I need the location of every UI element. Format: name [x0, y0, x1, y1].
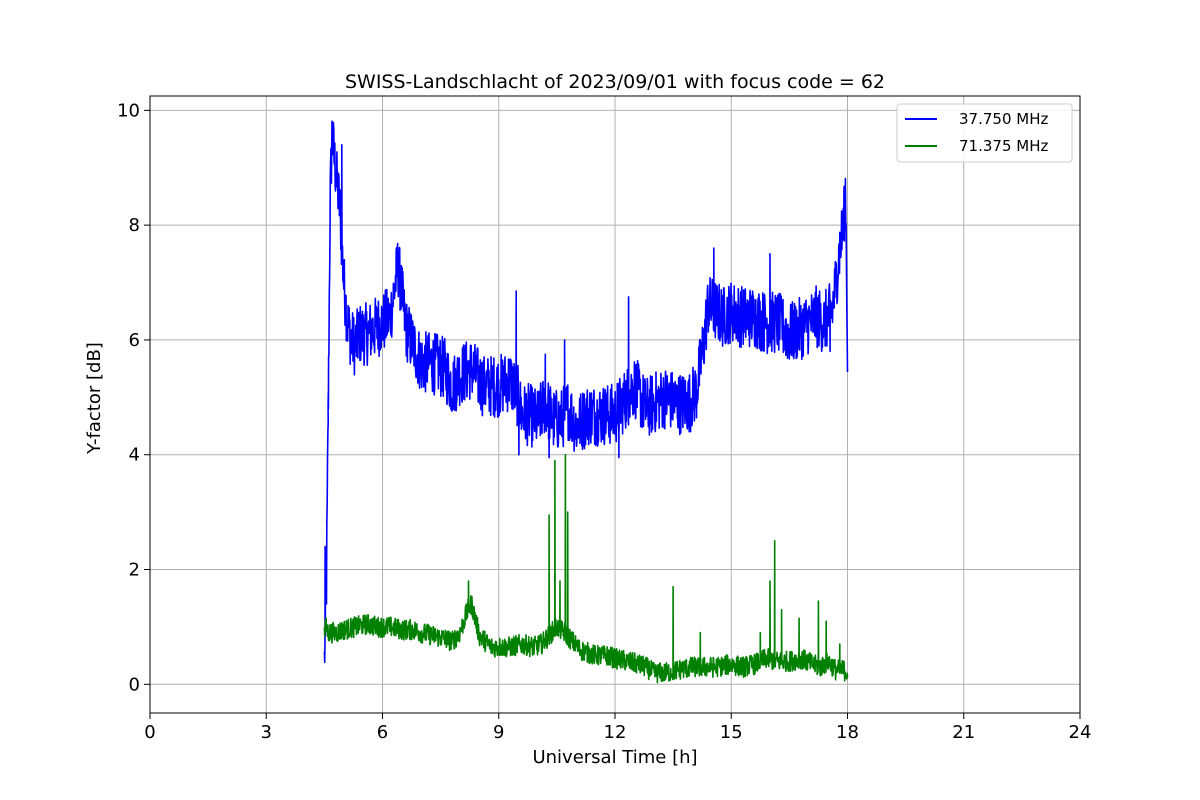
x-axis: 0 3 6 9 12 15 18 21 24 [144, 713, 1091, 743]
y-tick-label: 2 [129, 560, 140, 581]
y-tick-label: 8 [129, 215, 140, 236]
x-tick-label: 9 [493, 722, 504, 743]
y-tick-label: 0 [129, 674, 140, 695]
legend-box [896, 103, 1073, 163]
series-line-1 [323, 120, 849, 664]
plot-area [323, 120, 849, 684]
x-tick-label: 6 [377, 722, 388, 743]
x-tick-label: 18 [836, 722, 859, 743]
x-tick-label: 12 [604, 722, 627, 743]
legend: 37.750 MHz 71.375 MHz [896, 103, 1073, 163]
x-tick-label: 3 [261, 722, 272, 743]
x-tick-label: 15 [720, 722, 743, 743]
y-tick-label: 6 [129, 330, 140, 351]
y-axis: 0 2 4 6 8 10 [117, 100, 150, 695]
chart-title: SWISS-Landschlacht of 2023/09/01 with fo… [345, 71, 885, 93]
x-tick-label: 21 [952, 722, 975, 743]
x-tick-label: 0 [144, 722, 155, 743]
legend-label: 71.375 MHz [959, 137, 1048, 155]
series-line-2 [323, 453, 849, 684]
x-axis-label: Universal Time [h] [532, 747, 697, 768]
x-tick-label: 24 [1069, 722, 1092, 743]
y-tick-label: 10 [117, 100, 140, 121]
legend-label: 37.750 MHz [959, 110, 1048, 128]
y-axis-label: Y-factor [dB] [84, 342, 105, 455]
y-tick-label: 4 [129, 445, 140, 466]
